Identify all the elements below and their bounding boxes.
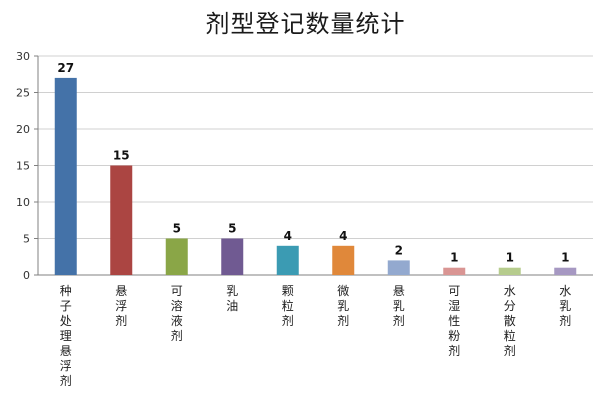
bar-2	[165, 238, 188, 275]
data-label-6: 2	[395, 243, 403, 257]
y-tick-label: 25	[16, 87, 30, 100]
y-tick-label: 15	[16, 160, 30, 173]
bar-7	[443, 267, 466, 275]
bar-8	[498, 267, 521, 275]
category-label-0: 种子处理悬浮剂	[60, 284, 72, 388]
y-tick-label: 5	[23, 233, 30, 246]
category-labels: 种子处理悬浮剂 悬浮剂 可溶液剂 乳油 颗粒剂 微乳剂 悬乳剂 可湿性粉剂 水分散粒剂 水乳剂	[60, 284, 572, 388]
category-label-5: 微乳剂	[337, 284, 349, 328]
bars	[54, 77, 577, 276]
data-label-2: 5	[173, 222, 181, 236]
data-label-8: 1	[506, 251, 514, 265]
data-label-4: 4	[284, 229, 292, 243]
y-tick-label: 0	[23, 269, 30, 282]
data-label-5: 4	[339, 229, 347, 243]
bar-6	[387, 260, 410, 275]
chart-title: 剂型登记数量统计	[205, 10, 406, 38]
data-label-1: 15	[113, 149, 130, 163]
bar-9	[554, 267, 577, 275]
data-label-3: 5	[228, 222, 236, 236]
bar-1	[110, 165, 133, 275]
data-label-7: 1	[450, 251, 458, 265]
bar-0	[54, 77, 77, 276]
data-label-0: 27	[57, 61, 74, 75]
category-label-9: 水乳剂	[559, 284, 571, 328]
category-label-6: 悬乳剂	[393, 284, 405, 328]
category-label-1: 悬浮剂	[115, 284, 127, 328]
y-tick-label: 30	[16, 50, 30, 63]
category-label-8: 水分散粒剂	[504, 284, 516, 358]
bar-5	[332, 245, 355, 275]
y-tick-label: 10	[16, 196, 30, 209]
category-label-4: 颗粒剂	[282, 284, 294, 328]
bar-3	[221, 238, 244, 275]
data-labels: 27 15 5 5 4 4 2 1 1 1	[57, 61, 569, 265]
bar-4	[276, 245, 299, 275]
data-label-9: 1	[561, 251, 569, 265]
category-label-7: 可湿性粉剂	[448, 284, 460, 358]
y-tick-label: 20	[16, 123, 30, 136]
category-label-2: 可溶液剂	[171, 284, 183, 343]
category-label-3: 乳油	[226, 284, 238, 313]
